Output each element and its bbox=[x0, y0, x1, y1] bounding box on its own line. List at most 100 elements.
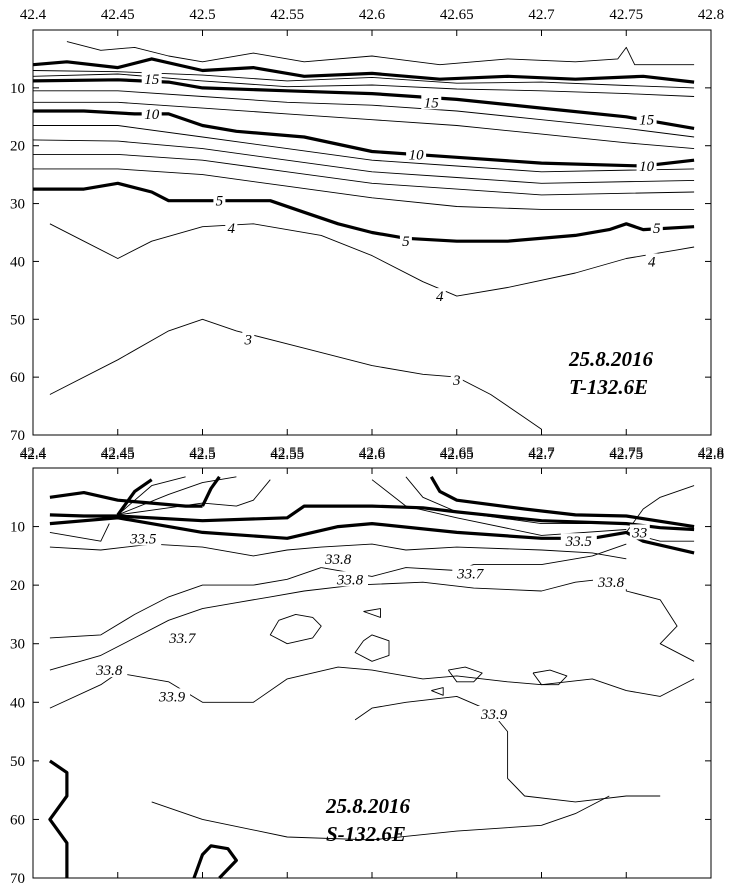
temperature-y-tick-label-0: 10 bbox=[10, 81, 25, 97]
temperature-x-tick-label-top-8: 42.8 bbox=[698, 7, 724, 23]
salinity-isoline-10 bbox=[405, 476, 627, 525]
salinity-contour-label-6: 33.8 bbox=[597, 575, 625, 591]
salinity-isoline-27 bbox=[48, 759, 69, 878]
temperature-x-tick-label-bottom-4: 42.6 bbox=[359, 447, 386, 463]
temperature-x-tick-label-bottom-5: 42.65 bbox=[440, 447, 474, 463]
salinity-contour-label-bg-10 bbox=[476, 706, 512, 721]
temperature-isoline-5 bbox=[33, 90, 695, 138]
salinity-contour-label-3: 33.8 bbox=[324, 552, 352, 568]
temperature-isolines bbox=[32, 41, 695, 430]
temperature-contour-label-10: 4 bbox=[648, 254, 656, 270]
salinity-isoline-25 bbox=[363, 608, 381, 618]
temperature-contour-label-bg-13 bbox=[450, 372, 463, 387]
salinity-y-tick-label-2: 30 bbox=[10, 637, 25, 653]
temperature-y-tick-label-3: 40 bbox=[10, 254, 25, 270]
temperature-x-tick-label-top-7: 42.75 bbox=[609, 7, 643, 23]
temperature-x-tick-label-bottom-6: 42.7 bbox=[528, 447, 555, 463]
salinity-contour-label-bg-8 bbox=[91, 662, 128, 678]
temperature-contour-label-bg-11 bbox=[433, 288, 446, 304]
salinity-x-tick-label-top-8: 42.8 bbox=[698, 445, 724, 461]
salinity-isoline-28 bbox=[192, 844, 238, 880]
salinity-contour-label-0: 33.5 bbox=[129, 531, 157, 547]
temperature-contour-label-11: 4 bbox=[436, 289, 444, 305]
salinity-isoline-20 bbox=[151, 795, 610, 841]
salinity-x-tick-label-top-0: 42.4 bbox=[20, 445, 47, 461]
temperature-x-tick-label-bottom-8: 42.8 bbox=[698, 447, 724, 463]
salinity-x-tick-label-top-5: 42.65 bbox=[440, 445, 474, 461]
temperature-isoline-11 bbox=[33, 168, 695, 210]
temperature-contour-label-bg-6 bbox=[213, 192, 226, 208]
salinity-isoline-12 bbox=[625, 485, 695, 533]
salinity-x-tick-label-top-3: 42.55 bbox=[270, 445, 304, 461]
salinity-x-tick-label-top-6: 42.7 bbox=[528, 445, 555, 461]
salinity-y-tick-label-0: 10 bbox=[10, 520, 25, 536]
salinity-isoline-9 bbox=[117, 479, 271, 516]
salinity-contour-label-bg-6 bbox=[593, 574, 629, 590]
salinity-x-tick-label-top-1: 42.45 bbox=[101, 445, 135, 461]
temperature-contour-label-bg-8 bbox=[650, 219, 663, 235]
salinity-axis-ticks: 42.4 42.45 42.5 42.55 42.6 42.65 42.7 42.75 42.8… bbox=[10, 445, 724, 887]
temperature-x-tick-label-top-4: 42.6 bbox=[359, 7, 386, 23]
salinity-contour-label-bg-5 bbox=[452, 565, 489, 581]
temperature-contour-label-2: 15 bbox=[639, 113, 655, 129]
temperature-isoline-8 bbox=[33, 125, 695, 173]
salinity-contour-label-bg-0 bbox=[125, 530, 162, 546]
salinity-isoline-26 bbox=[431, 687, 444, 696]
salinity-contour-label-9: 33.9 bbox=[158, 689, 186, 705]
salinity-y-tick-label-3: 40 bbox=[10, 695, 25, 711]
temperature-y-tick-label-1: 20 bbox=[10, 139, 25, 155]
salinity-contour-label-bg-4 bbox=[332, 571, 368, 587]
salinity-x-tick-label-top-7: 42.75 bbox=[609, 445, 643, 461]
salinity-contour-labels: 33.5 33.5 33 33.8 33.8 33.7 33.8 33.7 33.8 33.9 33… bbox=[91, 524, 650, 723]
temperature-x-tick-label-bottom-2: 42.5 bbox=[189, 447, 215, 463]
temperature-contour-label-1: 15 bbox=[424, 95, 440, 111]
temperature-isoline-12 bbox=[33, 181, 695, 243]
temperature-contour-label-bg-9 bbox=[225, 219, 238, 235]
temperature-x-tick-label-top-6: 42.7 bbox=[528, 7, 555, 23]
salinity-isoline-2 bbox=[201, 475, 221, 507]
temperature-contour-label-4: 10 bbox=[409, 147, 425, 163]
temperature-contour-label-bg-10 bbox=[645, 253, 658, 269]
temperature-y-tick-label-2: 30 bbox=[10, 197, 25, 213]
temperature-contour-label-9: 4 bbox=[228, 221, 236, 237]
temperature-x-tick-label-top-3: 42.55 bbox=[270, 7, 304, 23]
temperature-isoline-4 bbox=[32, 78, 695, 130]
salinity-contour-label-7: 33.7 bbox=[168, 631, 197, 647]
salinity-isoline-19 bbox=[354, 695, 661, 803]
salinity-isoline-24 bbox=[532, 669, 568, 686]
temperature-y-tick-label-5: 60 bbox=[10, 370, 25, 386]
temperature-contour-label-12: 3 bbox=[244, 333, 253, 349]
salinity-y-tick-label-5: 60 bbox=[10, 812, 25, 828]
temperature-contour-label-bg-2 bbox=[636, 111, 657, 127]
salinity-contour-label-bg-7 bbox=[164, 629, 201, 645]
salinity-panel: 33.5 33.5 33 33.8 33.8 33.7 33.8 33.7 33.8 33.9 33… bbox=[10, 445, 724, 887]
salinity-isoline-4 bbox=[49, 504, 695, 532]
salinity-isoline-3 bbox=[429, 475, 695, 529]
temperature-contour-label-7: 5 bbox=[402, 234, 410, 250]
temperature-x-tick-label-bottom-1: 42.45 bbox=[101, 447, 135, 463]
salinity-contour-label-2: 33 bbox=[631, 525, 647, 541]
temperature-panel-section: T-132.6E bbox=[569, 375, 648, 399]
salinity-contour-label-bg-9 bbox=[154, 688, 190, 704]
temperature-x-tick-label-top-0: 42.4 bbox=[20, 7, 47, 23]
salinity-contour-label-bg-3 bbox=[320, 550, 357, 566]
temperature-contour-label-bg-0 bbox=[141, 71, 162, 87]
salinity-contour-label-5: 33.7 bbox=[456, 566, 485, 582]
temperature-x-tick-label-top-1: 42.45 bbox=[101, 7, 135, 23]
salinity-isoline-17 bbox=[49, 575, 695, 671]
salinity-isoline-8 bbox=[117, 476, 237, 516]
temperature-contour-label-13: 3 bbox=[452, 373, 461, 389]
temperature-axis-ticks: 42.4 42.4 42.45 42.45 42.5 42.5 42.55 42.55 42.6… bbox=[10, 7, 724, 463]
temperature-panel-date: 25.8.2016 bbox=[568, 347, 654, 371]
temperature-x-tick-label-top-5: 42.65 bbox=[440, 7, 474, 23]
temperature-contour-label-bg-1 bbox=[421, 94, 442, 110]
salinity-x-tick-label-top-2: 42.5 bbox=[189, 445, 215, 461]
salinity-isoline-0 bbox=[49, 491, 203, 508]
salinity-isoline-1 bbox=[116, 478, 153, 516]
temperature-x-tick-label-top-2: 42.5 bbox=[189, 7, 215, 23]
salinity-isoline-16 bbox=[49, 567, 322, 639]
temperature-isoline-13 bbox=[49, 223, 695, 297]
temperature-contour-label-6: 5 bbox=[216, 194, 224, 210]
